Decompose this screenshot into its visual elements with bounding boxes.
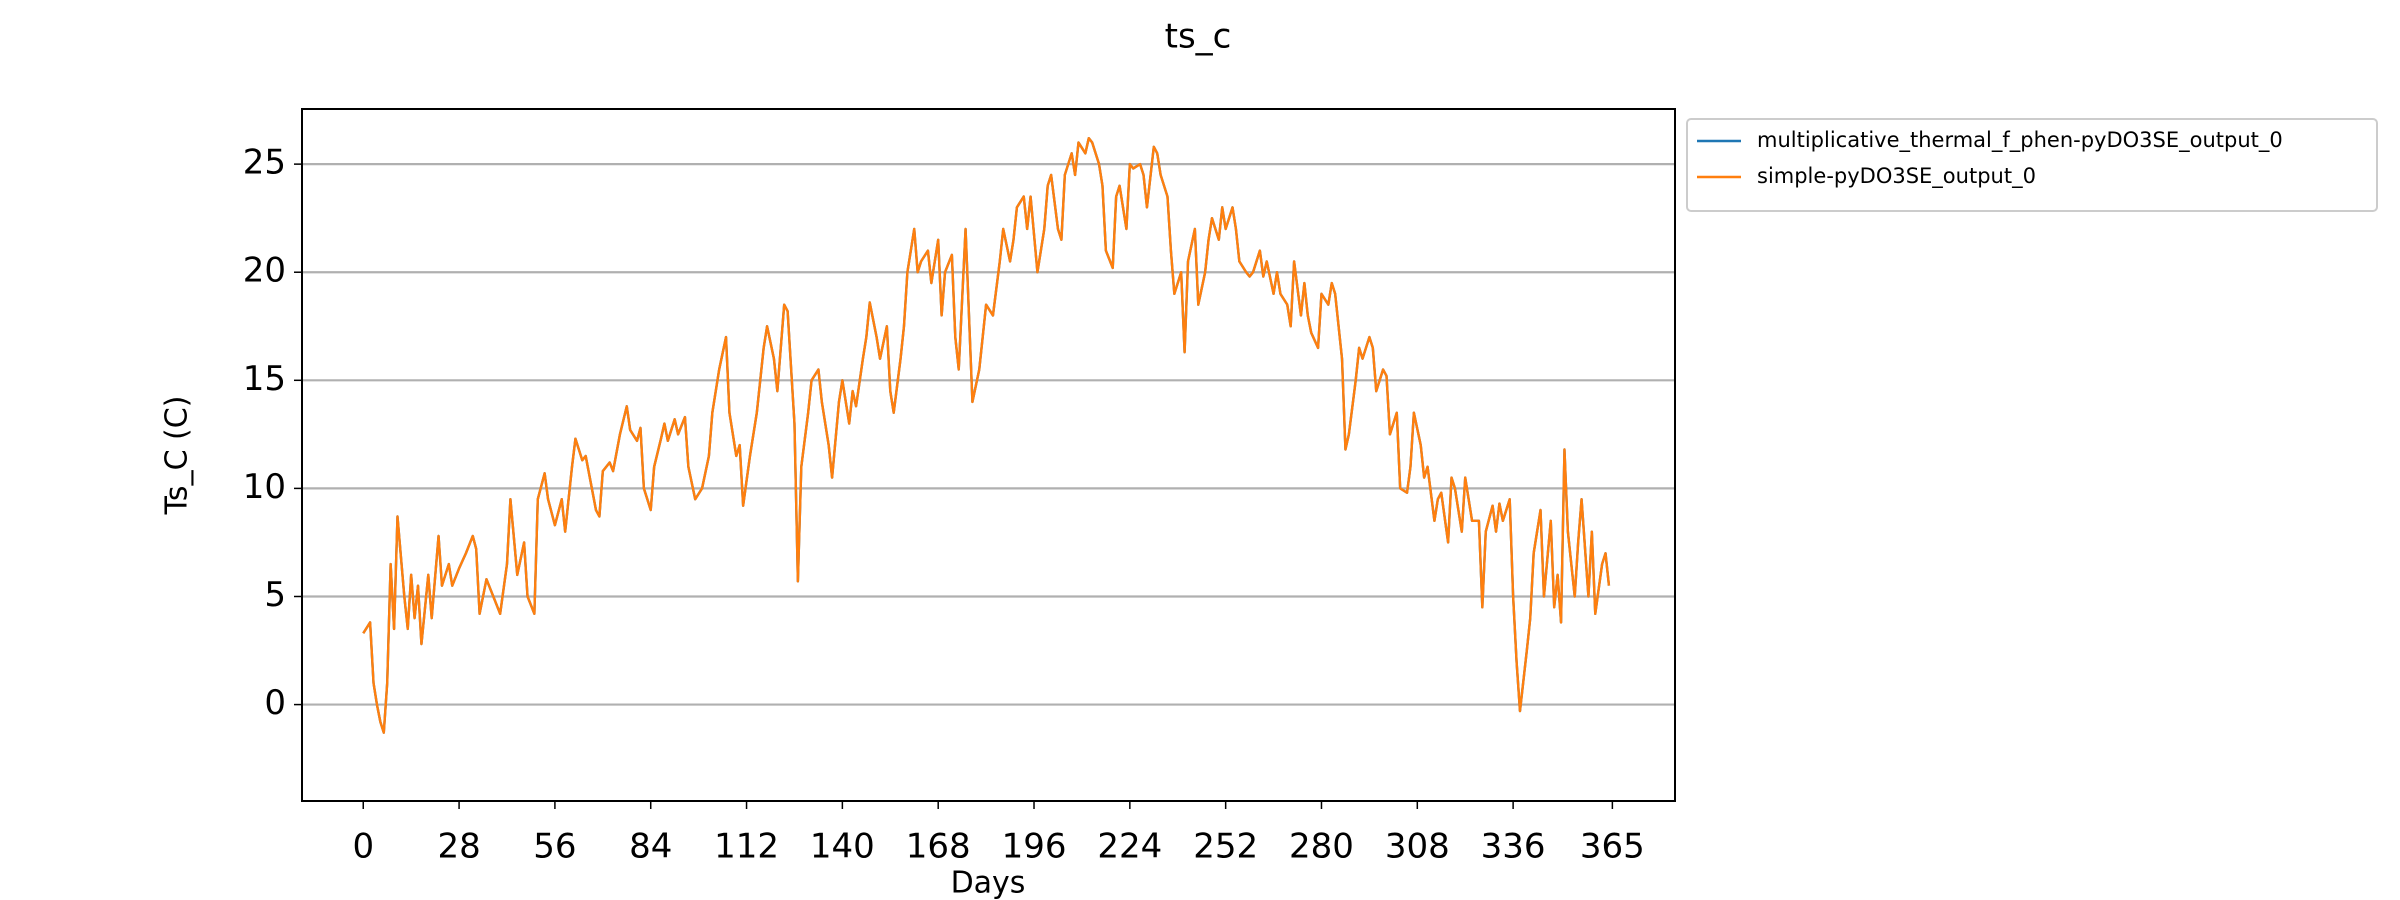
x-tick-label: 308	[1385, 827, 1450, 867]
x-tick-label: 56	[533, 827, 576, 867]
legend: multiplicative_thermal_f_phen-pyDO3SE_ou…	[1686, 118, 2378, 212]
x-tick-label: 196	[1002, 827, 1067, 867]
x-axis-label: Days	[951, 866, 1026, 900]
y-tick-label: 25	[243, 143, 286, 183]
y-tick-label: 20	[243, 251, 286, 291]
legend-label: simple-pyDO3SE_output_0	[1757, 164, 2036, 189]
x-tick-label: 280	[1289, 827, 1354, 867]
series-line	[362, 136, 1611, 734]
x-tick-label: 168	[906, 827, 971, 867]
x-tick-label: 112	[714, 827, 779, 867]
x-tick-label: 0	[352, 827, 374, 867]
legend-label: multiplicative_thermal_f_phen-pyDO3SE_ou…	[1757, 128, 2283, 153]
x-tick-label: 140	[810, 827, 875, 867]
y-tick-label: 10	[243, 467, 286, 507]
series-line	[362, 136, 1611, 734]
y-tick-label: 5	[264, 575, 286, 615]
y-tick-label: 15	[243, 359, 286, 399]
y-tick-label: 0	[264, 683, 286, 723]
plot-frame	[301, 108, 1676, 802]
x-tick-label: 252	[1193, 827, 1258, 867]
legend-frame	[1686, 118, 2378, 212]
x-tick-label: 28	[437, 827, 480, 867]
x-tick-label: 224	[1097, 827, 1162, 867]
chart-title: ts_c	[1165, 17, 1232, 57]
y-axis-label: Ts_C (C)	[160, 396, 195, 516]
x-tick-label: 336	[1481, 827, 1546, 867]
x-tick-label: 365	[1580, 827, 1645, 867]
x-tick-label: 84	[629, 827, 672, 867]
